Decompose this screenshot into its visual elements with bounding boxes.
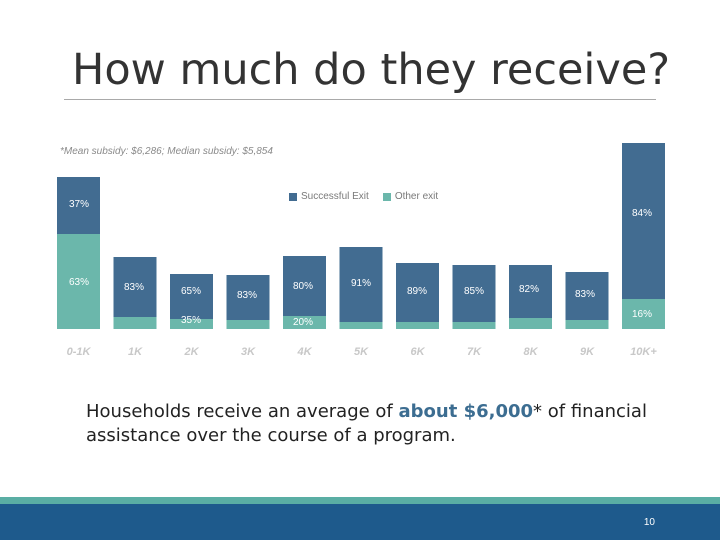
tick-label-8: 8K <box>523 346 538 358</box>
body-emphasis: about $6,000 <box>398 401 534 422</box>
legend-swatch-other <box>382 192 391 201</box>
data-label-successful-8: 82% <box>519 284 539 295</box>
bar-successful-3 <box>226 275 270 320</box>
tick-label-10: 10K+ <box>630 346 657 358</box>
tick-label-3: 3K <box>241 346 256 358</box>
legend-label-other: Other exit <box>394 191 439 202</box>
bar-successful-9 <box>565 272 609 320</box>
slide-title: How much do they receive? <box>72 45 671 95</box>
data-label-successful-0: 37% <box>69 199 89 210</box>
body-prefix: Households receive an average of <box>86 401 399 422</box>
legend-item-successful: Successful Exit <box>289 191 369 202</box>
body-asterisk: * <box>533 401 543 422</box>
chart-legend: Successful Exit Other exit <box>289 191 452 202</box>
bar-other-0 <box>57 234 100 329</box>
tick-label-6: 6K <box>410 346 425 358</box>
bar-other-7 <box>452 322 496 329</box>
body-suffix: of financial assistance over the course … <box>86 401 647 446</box>
data-label-successful-5: 91% <box>351 278 371 289</box>
tick-label-1: 1K <box>128 346 143 358</box>
bar-other-6 <box>396 322 439 329</box>
bar-other-1 <box>113 317 157 329</box>
tick-label-2: 2K <box>183 346 199 358</box>
page-number: 10 <box>643 517 655 528</box>
bar-successful-10 <box>622 143 665 299</box>
data-label-other-0: 63% <box>69 277 89 288</box>
data-label-other-10: 16% <box>632 309 652 320</box>
bar-other-3 <box>226 320 270 329</box>
legend-swatch-successful <box>289 192 297 201</box>
bar-successful-5 <box>339 247 383 322</box>
tick-label-7: 7K <box>467 346 482 358</box>
bar-other-10 <box>622 299 665 329</box>
tick-label-4: 4K <box>296 346 312 358</box>
bar-other-5 <box>339 322 383 329</box>
data-label-other-4: 20% <box>293 317 313 328</box>
data-label-successful-4: 80% <box>293 281 313 292</box>
bar-other-2 <box>170 319 213 329</box>
bar-successful-6 <box>396 263 439 322</box>
bar-successful-8 <box>509 265 552 318</box>
data-label-successful-6: 89% <box>407 286 427 297</box>
bar-other-4 <box>283 316 326 329</box>
footer-bar <box>0 504 720 540</box>
data-label-successful-3: 83% <box>237 290 257 301</box>
title-divider <box>64 99 656 100</box>
tick-label-5: 5K <box>354 346 369 358</box>
data-label-successful-10: 84% <box>632 208 652 219</box>
body-text: Households receive an average of about $… <box>86 400 686 448</box>
legend-label-successful: Successful Exit <box>301 191 369 202</box>
bar-successful-0 <box>57 177 100 234</box>
data-label-successful-7: 85% <box>464 286 484 297</box>
footer-band <box>0 497 720 504</box>
data-label-successful-2: 65% <box>181 286 201 297</box>
bar-successful-2 <box>170 274 213 319</box>
subsidy-note: *Mean subsidy: $6,286; Median subsidy: $… <box>60 146 273 157</box>
bar-other-9 <box>565 320 609 329</box>
bar-successful-7 <box>452 265 496 322</box>
tick-label-9: 9K <box>580 346 595 358</box>
data-label-successful-9: 83% <box>575 289 595 300</box>
data-label-successful-1: 83% <box>124 282 144 293</box>
bar-successful-4 <box>283 256 326 316</box>
bar-other-8 <box>509 318 552 329</box>
legend-item-other: Other exit <box>382 191 439 202</box>
data-label-other-2: 35% <box>181 315 201 326</box>
bar-successful-1 <box>113 257 157 317</box>
tick-label-0: 0-1K <box>67 346 92 358</box>
